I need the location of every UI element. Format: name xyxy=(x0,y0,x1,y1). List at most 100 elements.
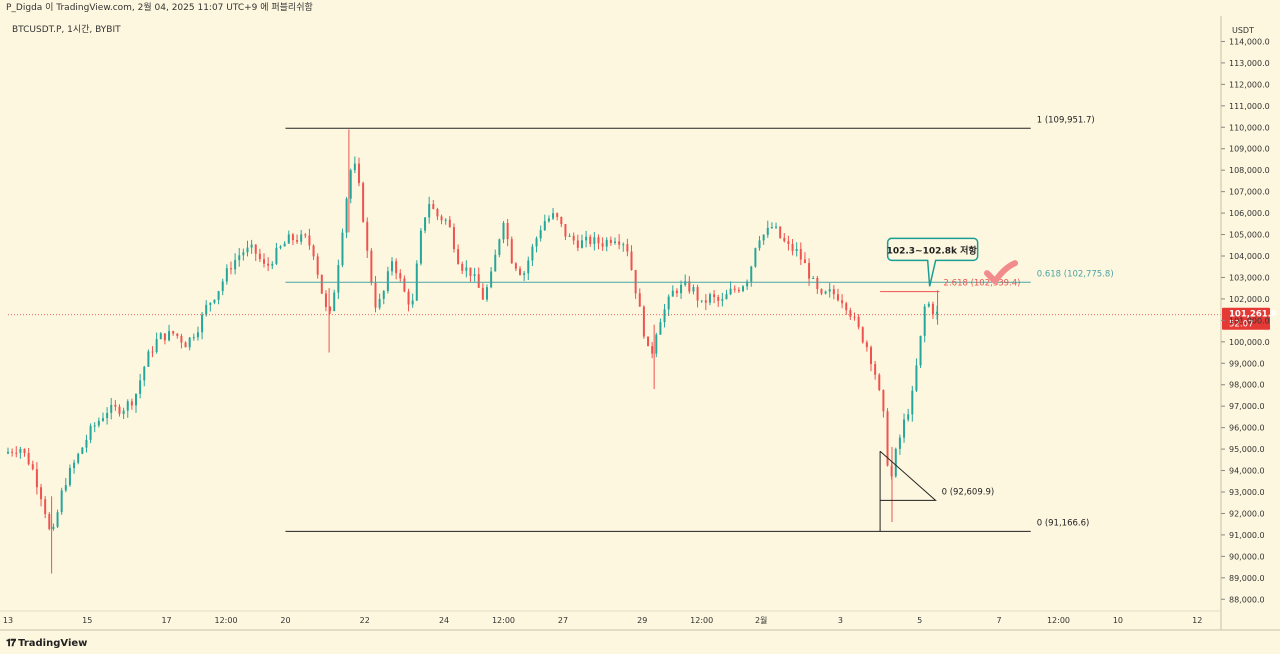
y-tick-label: 93,000.0 xyxy=(1229,488,1265,497)
x-tick-label: 15 xyxy=(82,616,92,625)
candle-body xyxy=(605,239,608,247)
candle-body xyxy=(432,204,435,210)
y-tick-label: 94,000.0 xyxy=(1229,467,1265,476)
candle-body xyxy=(147,351,150,367)
candle-body xyxy=(304,234,307,236)
candle-body xyxy=(539,230,542,239)
x-tick-label: 10 xyxy=(1113,616,1123,625)
small-fib-label: 0 (92,609.9) xyxy=(942,487,995,497)
candle-body xyxy=(106,412,109,419)
candle-body xyxy=(870,347,873,365)
candle-body xyxy=(139,380,142,394)
candle-body xyxy=(865,342,868,348)
candle-body xyxy=(589,236,592,244)
candle-body xyxy=(481,287,484,300)
candle-body xyxy=(799,249,802,260)
candle-body xyxy=(341,232,344,266)
candle-body xyxy=(308,235,311,246)
candle-body xyxy=(750,266,753,282)
candle-body xyxy=(159,333,162,340)
candle-body xyxy=(196,332,199,338)
candle-body xyxy=(535,238,538,247)
candle-body xyxy=(114,404,117,407)
candle-body xyxy=(898,437,901,449)
candle-body xyxy=(275,247,278,264)
currency-label: USDT xyxy=(1232,26,1254,35)
candle-body xyxy=(469,267,472,276)
candle-body xyxy=(894,448,897,477)
candle-body xyxy=(180,336,183,343)
y-tick-label: 88,000.0 xyxy=(1229,595,1265,604)
candle-body xyxy=(250,244,253,248)
candle-body xyxy=(667,296,670,310)
candle-body xyxy=(366,221,369,251)
candle-body xyxy=(395,261,398,274)
candle-body xyxy=(184,342,187,348)
candle-body xyxy=(564,224,567,237)
candle-body xyxy=(386,271,389,292)
candle-body xyxy=(345,198,348,233)
candle-body xyxy=(618,241,621,245)
y-tick-label: 89,000.0 xyxy=(1229,574,1265,583)
candle-body xyxy=(205,304,208,315)
candle-body xyxy=(85,439,88,448)
candle-body xyxy=(874,364,877,375)
candle-body xyxy=(126,401,129,411)
candle-body xyxy=(312,245,315,257)
candle-body xyxy=(927,303,930,307)
candle-body xyxy=(320,274,323,294)
candle-body xyxy=(283,243,286,247)
candle-body xyxy=(787,241,790,244)
candle-body xyxy=(357,163,360,184)
candle-body xyxy=(440,216,443,221)
candle-body xyxy=(382,291,385,299)
candle-body xyxy=(151,351,154,353)
x-tick-label: 27 xyxy=(558,616,568,625)
candle-body xyxy=(324,293,327,308)
candle-body xyxy=(626,244,629,252)
candle-body xyxy=(531,246,534,261)
candle-body xyxy=(333,292,336,312)
candle-body xyxy=(514,263,517,269)
candle-body xyxy=(688,281,691,292)
candle-body xyxy=(242,252,245,256)
candle-body xyxy=(498,239,501,255)
candle-body xyxy=(659,322,662,335)
candle-body xyxy=(692,287,695,292)
candle-body xyxy=(494,254,497,272)
candle-body xyxy=(861,327,864,343)
candle-body xyxy=(622,244,625,246)
fib-level-label: 0 (91,166.6) xyxy=(1037,518,1090,528)
candle-body xyxy=(258,253,261,260)
x-tick-label: 2월 xyxy=(755,615,767,625)
candle-body xyxy=(816,277,819,290)
candle-body xyxy=(713,294,716,298)
x-tick-label: 29 xyxy=(637,616,647,625)
candle-body xyxy=(337,265,340,293)
candle-body xyxy=(192,337,195,339)
y-tick-label: 103,000.0 xyxy=(1229,273,1270,282)
candle-body xyxy=(64,485,67,491)
candle-body xyxy=(684,281,687,285)
candle-body xyxy=(73,462,76,469)
candle-body xyxy=(812,277,815,279)
candle-body xyxy=(291,234,294,241)
candle-body xyxy=(576,240,579,248)
candle-body xyxy=(15,452,18,454)
x-tick-label: 22 xyxy=(360,616,370,625)
x-tick-label: 17 xyxy=(161,616,171,625)
candle-body xyxy=(399,273,402,279)
candle-body xyxy=(118,406,121,414)
candle-body xyxy=(519,268,522,275)
candle-body xyxy=(44,499,47,515)
candle-body xyxy=(477,274,480,288)
candle-body xyxy=(642,306,645,337)
y-tick-label: 100,000.0 xyxy=(1229,338,1270,347)
candle-body xyxy=(766,227,769,235)
y-tick-label: 96,000.0 xyxy=(1229,424,1265,433)
candle-body xyxy=(510,239,513,264)
candle-body xyxy=(229,268,232,270)
candle-body xyxy=(101,418,104,421)
y-tick-label: 113,000.0 xyxy=(1229,59,1270,68)
